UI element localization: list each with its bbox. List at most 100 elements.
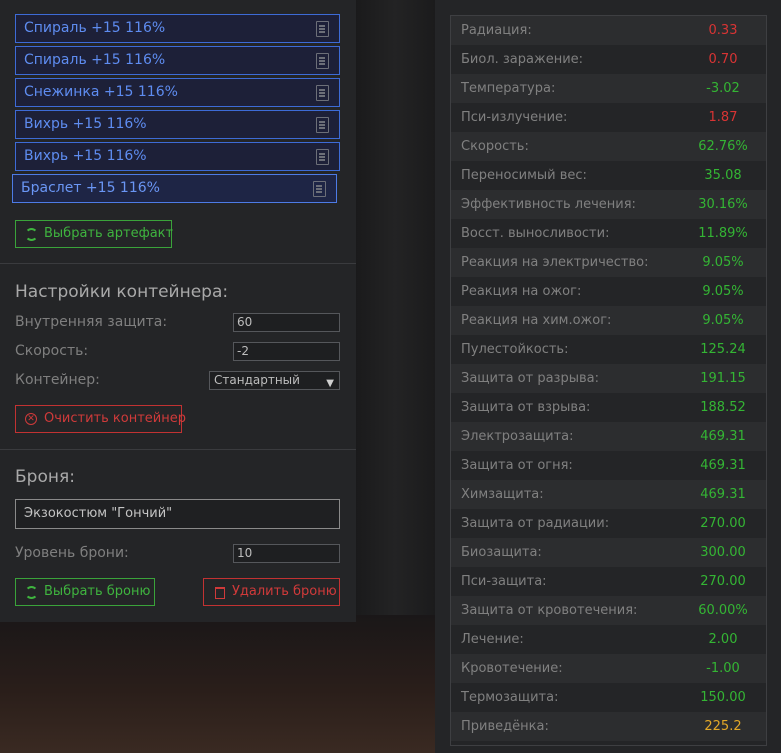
- document-icon[interactable]: [316, 53, 329, 69]
- speed-label: Скорость:: [15, 343, 89, 359]
- artifact-label: Спираль +15 116%: [24, 52, 166, 68]
- internal-protection-input[interactable]: 60: [233, 313, 340, 332]
- artifact-slot[interactable]: Спираль +15 116%: [15, 46, 340, 75]
- stat-value: 188.52: [700, 400, 746, 415]
- artifact-label: Спираль +15 116%: [24, 20, 166, 36]
- stat-value: 62.76%: [698, 139, 748, 154]
- document-icon[interactable]: [316, 21, 329, 37]
- stat-value: 225.2: [704, 719, 742, 734]
- artifact-label: Вихрь +15 116%: [24, 148, 147, 164]
- close-circle-icon: ✕: [25, 413, 37, 425]
- stat-label: Термозащита:: [461, 690, 559, 705]
- stat-label: Восст. выносливости:: [461, 226, 610, 241]
- stat-value: 469.31: [700, 429, 746, 444]
- trash-icon: [215, 587, 225, 599]
- stat-row: Химзащита: 469.31: [451, 480, 766, 509]
- internal-protection-label: Внутренняя защита:: [15, 314, 168, 330]
- stat-row: Эффективность лечения: 30.16%: [451, 190, 766, 219]
- stat-row: Электрозащита: 469.31: [451, 422, 766, 451]
- delete-armor-label: Удалить броню: [232, 584, 337, 599]
- stat-row: Скорость: 62.76%: [451, 132, 766, 161]
- stat-value: -3.02: [706, 81, 740, 96]
- stat-label: Защита от взрыва:: [461, 400, 591, 415]
- stat-label: Пулестойкость:: [461, 342, 569, 357]
- stat-value: 0.70: [708, 52, 738, 67]
- stat-row: Восст. выносливости: 11.89%: [451, 219, 766, 248]
- document-icon[interactable]: [316, 149, 329, 165]
- artifact-slot[interactable]: Вихрь +15 116%: [15, 142, 340, 171]
- artifact-slot[interactable]: Вихрь +15 116%: [15, 110, 340, 139]
- select-artifact-button[interactable]: Выбрать артефакт: [15, 220, 174, 248]
- document-icon[interactable]: [316, 117, 329, 133]
- stat-row: Кровотечение: -1.00: [451, 654, 766, 683]
- stat-row: Пси-защита: 270.00: [451, 567, 766, 596]
- stat-value: 469.31: [700, 458, 746, 473]
- stat-row: Радиация: 0.33: [451, 16, 766, 45]
- stat-row: Защита от огня: 469.31: [451, 451, 766, 480]
- clear-container-button[interactable]: ✕ Очистить контейнер: [15, 405, 186, 433]
- stat-row: Лечение: 2.00: [451, 625, 766, 654]
- stat-label: Защита от радиации:: [461, 516, 610, 531]
- artifact-slot[interactable]: Спираль +15 116%: [15, 14, 340, 43]
- stat-row: Реакция на хим.ожог: 9.05%: [451, 306, 766, 335]
- stat-label: Кровотечение:: [461, 661, 563, 676]
- select-armor-label: Выбрать броню: [44, 584, 151, 599]
- stat-label: Скорость:: [461, 139, 529, 154]
- stat-label: Защита от разрыва:: [461, 371, 599, 386]
- stat-value: 30.16%: [698, 197, 748, 212]
- stat-label: Лечение:: [461, 632, 524, 647]
- stat-label: Пси-защита:: [461, 574, 547, 589]
- background-ground: [0, 615, 440, 753]
- stat-value: -1.00: [706, 661, 740, 676]
- document-icon[interactable]: [316, 85, 329, 101]
- stat-value: 270.00: [700, 574, 746, 589]
- artifact-slot-active[interactable]: Браслет +15 116%: [12, 174, 337, 203]
- select-artifact-label: Выбрать артефакт: [44, 226, 174, 241]
- armor-level-label: Уровень брони:: [15, 545, 129, 561]
- artifact-label: Вихрь +15 116%: [24, 116, 147, 132]
- stat-row: Биозащита: 300.00: [451, 538, 766, 567]
- stat-label: Защита от кровотечения:: [461, 603, 638, 618]
- document-icon[interactable]: [313, 181, 326, 197]
- stat-label: Биол. заражение:: [461, 52, 584, 67]
- stats-table: Радиация: 0.33 Биол. заражение: 0.70 Темпера…: [450, 15, 767, 746]
- stat-row: Реакция на ожог: 9.05%: [451, 277, 766, 306]
- clear-container-label: Очистить контейнер: [44, 411, 186, 426]
- container-select-value: Стандартный: [214, 373, 300, 387]
- stat-label: Радиация:: [461, 23, 532, 38]
- select-armor-button[interactable]: Выбрать броню: [15, 578, 155, 606]
- armor-title: Броня:: [15, 467, 75, 487]
- divider: [0, 449, 356, 450]
- stat-label: Переносимый вес:: [461, 168, 587, 183]
- stat-row: Пси-излучение: 1.87: [451, 103, 766, 132]
- stat-label: Приведёнка:: [461, 719, 549, 734]
- stat-value: 0.33: [708, 23, 738, 38]
- stat-row: Защита от радиации: 270.00: [451, 509, 766, 538]
- stat-row: Термозащита: 150.00: [451, 683, 766, 712]
- stat-label: Реакция на ожог:: [461, 284, 582, 299]
- stat-label: Реакция на хим.ожог:: [461, 313, 612, 328]
- delete-armor-button[interactable]: Удалить броню: [203, 578, 340, 606]
- refresh-icon: [25, 586, 38, 599]
- container-settings-title: Настройки контейнера:: [15, 282, 229, 302]
- stat-label: Температура:: [461, 81, 556, 96]
- artifact-list: Спираль +15 116% Спираль +15 116% Снежин…: [12, 14, 340, 206]
- artifact-label: Браслет +15 116%: [21, 180, 160, 196]
- stat-row: Приведёнка: 225.2: [451, 712, 766, 741]
- stat-value: 1.87: [708, 110, 738, 125]
- speed-input[interactable]: -2: [233, 342, 340, 361]
- artifact-slot[interactable]: Снежинка +15 116%: [15, 78, 340, 107]
- stat-label: Реакция на электричество:: [461, 255, 649, 270]
- armor-name-field[interactable]: Экзокостюм "Гончий": [15, 499, 340, 529]
- stat-label: Защита от огня:: [461, 458, 573, 473]
- stat-value: 2.00: [708, 632, 738, 647]
- stat-value: 150.00: [700, 690, 746, 705]
- stat-value: 191.15: [700, 371, 746, 386]
- stat-label: Эффективность лечения:: [461, 197, 636, 212]
- stat-value: 60.00%: [698, 603, 748, 618]
- stat-value: 9.05%: [702, 313, 744, 328]
- armor-level-input[interactable]: 10: [233, 544, 340, 563]
- container-type-label: Контейнер:: [15, 372, 100, 388]
- stat-row: Защита от разрыва: 191.15: [451, 364, 766, 393]
- container-select[interactable]: Стандартный ▼: [209, 371, 340, 390]
